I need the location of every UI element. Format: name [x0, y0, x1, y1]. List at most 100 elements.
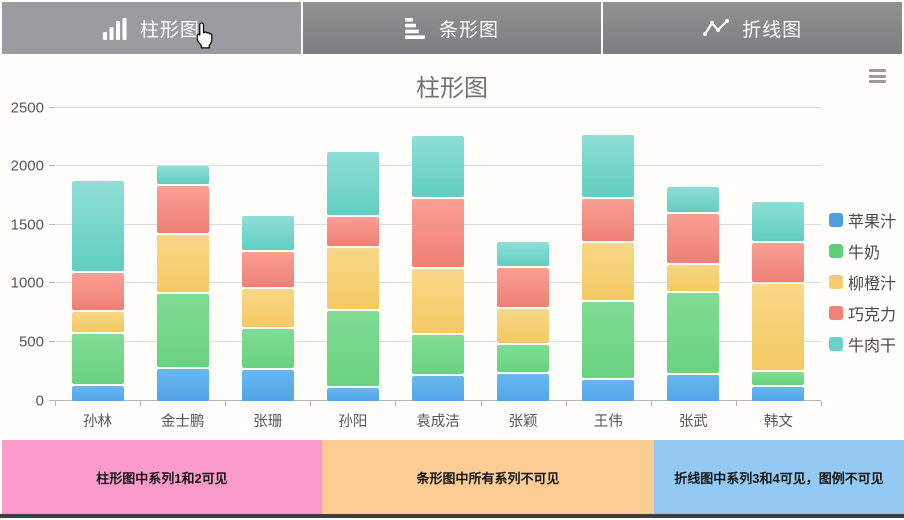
bar-segment — [582, 380, 635, 401]
line-chart-icon — [703, 19, 730, 36]
stacked-bar-4 — [326, 151, 379, 401]
bottom-strip — [0, 514, 904, 518]
bar-segment — [582, 243, 635, 301]
y-axis-tick — [49, 107, 55, 108]
bar-segment — [497, 242, 550, 266]
x-axis-tick — [310, 401, 312, 406]
bar-chart-icon — [405, 17, 425, 39]
y-axis-label: 500 — [18, 333, 44, 351]
y-axis-tick — [49, 165, 55, 166]
x-axis-tick — [395, 401, 397, 406]
legend-item-4[interactable]: 巧克力 — [829, 301, 896, 325]
bar-segment — [752, 387, 805, 401]
bar-segment — [582, 198, 635, 242]
bar-segment — [156, 234, 209, 293]
y-axis-label: 2000 — [10, 157, 44, 175]
bar-segment — [156, 294, 209, 368]
navbar: 柱形图 条形图 折线图 — [2, 2, 903, 54]
bar-segment — [752, 202, 805, 241]
x-axis-label: 孙林 — [83, 414, 113, 430]
legend-label: 苹果汁 — [848, 214, 897, 231]
x-axis-tick — [140, 401, 142, 406]
bar-segment — [752, 242, 805, 283]
legend-label: 柳橙汁 — [848, 276, 897, 293]
stacked-bar-2 — [156, 165, 209, 401]
legend-item-2[interactable]: 牛奶 — [829, 239, 896, 263]
bar-segment — [411, 136, 464, 197]
stacked-bar-6 — [497, 242, 550, 401]
plot-area: 0 500 1000 1500 2000 2500 孙林 金士鹏 张珊 孙阳 袁成洁 张颖 王伟 张武 韩文 — [11, 100, 822, 430]
y-axis-tick — [49, 224, 55, 225]
stacked-bar-8 — [667, 186, 720, 401]
bar-segment — [497, 308, 550, 344]
bar-group-3: 张珊 — [225, 107, 310, 430]
tab-line-chart[interactable]: 折线图 — [601, 2, 903, 54]
legend: 苹果汁牛奶柳橙汁巧克力牛肉干 — [829, 208, 896, 356]
y-axis-tick — [49, 341, 55, 342]
stacked-bar-7 — [582, 135, 635, 401]
y-axis-tick — [49, 282, 55, 283]
y-axis-tick — [49, 400, 55, 401]
menu-icon[interactable] — [869, 69, 886, 86]
bar-segment — [411, 198, 464, 268]
bar-group-9: 韩文 — [736, 107, 821, 430]
x-axis-tick — [55, 401, 56, 406]
x-axis-tick — [735, 401, 737, 406]
bar-segment — [582, 135, 635, 197]
legend-item-3[interactable]: 柳橙汁 — [829, 270, 896, 294]
bar-segment — [667, 186, 720, 212]
bar-segment — [411, 375, 464, 401]
bar-segment — [411, 269, 464, 334]
bar-group-1: 孙林 — [55, 107, 140, 430]
footer-button-1[interactable]: 柱形图中系列1和2可见 — [2, 440, 322, 514]
bar-segment — [752, 284, 805, 370]
bar-segment — [326, 388, 379, 401]
bar-segment — [71, 312, 124, 333]
legend-label: 牛奶 — [848, 245, 881, 262]
x-axis-label: 张珊 — [253, 414, 283, 430]
tab-bar-chart[interactable]: 条形图 — [300, 2, 602, 54]
legend-label: 牛肉干 — [848, 338, 897, 355]
y-axis-label: 2500 — [10, 99, 44, 117]
bar-segment — [71, 334, 124, 385]
tab-column-chart[interactable]: 柱形图 — [2, 2, 301, 54]
bar-segment — [326, 217, 379, 246]
bar-segment — [497, 374, 550, 401]
tab-label: 折线图 — [742, 19, 803, 41]
y-axis-label: 1000 — [10, 274, 44, 292]
bar-segment — [241, 289, 294, 328]
bar-group-5: 袁成洁 — [395, 107, 480, 430]
chart-title: 柱形图 — [416, 75, 488, 102]
tab-label: 柱形图 — [139, 19, 200, 41]
x-axis-label: 韩文 — [763, 414, 793, 430]
bar-segment — [497, 267, 550, 307]
bar-segment — [667, 292, 720, 373]
bar-segment — [71, 181, 124, 271]
stacked-bar-3 — [241, 216, 294, 401]
x-axis-label: 金士鹏 — [160, 414, 205, 430]
column-chart-icon — [102, 17, 127, 40]
footer-button-2[interactable]: 条形图中所有系列不可见 — [322, 440, 654, 514]
x-axis-tick — [565, 401, 567, 406]
x-axis-label: 张颖 — [508, 414, 538, 430]
bar-segment — [241, 329, 294, 368]
bar-segment — [71, 272, 124, 311]
footer-button-row: 柱形图中系列1和2可见 条形图中所有系列不可见 折线图中系列3和4可见，图例不可见 — [2, 440, 904, 514]
legend-swatch — [829, 306, 843, 320]
bar-group-6: 张颖 — [481, 107, 566, 430]
bar-segment — [241, 252, 294, 287]
x-axis-tick — [821, 401, 822, 406]
bar-segment — [326, 311, 379, 387]
tab-label: 条形图 — [439, 19, 500, 41]
x-axis-label: 孙阳 — [338, 414, 368, 430]
bar-segment — [752, 371, 805, 386]
bar-segment — [156, 165, 209, 184]
legend-label: 巧克力 — [848, 307, 897, 324]
legend-item-5[interactable]: 牛肉干 — [829, 332, 896, 356]
footer-button-3[interactable]: 折线图中系列3和4可见，图例不可见 — [654, 440, 904, 514]
legend-swatch — [829, 213, 843, 227]
bar-segment — [582, 302, 635, 379]
legend-item-1[interactable]: 苹果汁 — [829, 208, 896, 232]
legend-swatch — [829, 244, 843, 258]
x-axis-tick — [650, 401, 652, 406]
